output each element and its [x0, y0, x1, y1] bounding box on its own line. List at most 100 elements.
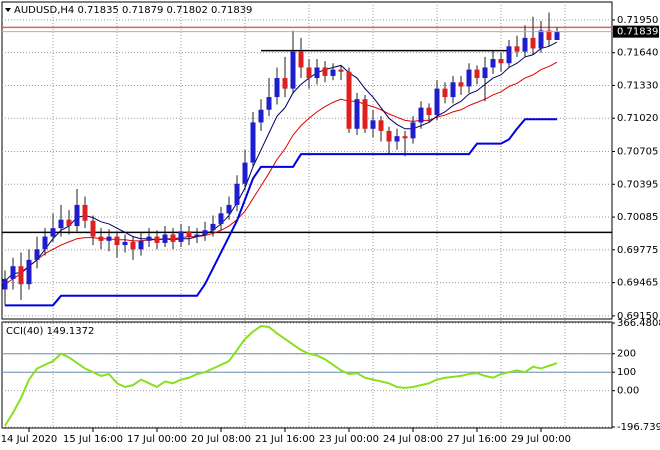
candle-body [346, 71, 352, 129]
candle-body [218, 213, 224, 224]
candle-body [426, 107, 432, 116]
candle-body [122, 241, 128, 246]
candle-body [290, 51, 296, 89]
y-tick-label: 366.4808 [617, 318, 660, 329]
x-tick-label: 24 Jul 08:00 [383, 434, 443, 445]
y-tick-label: 100 [617, 367, 636, 378]
x-tick-label: 27 Jul 16:00 [447, 434, 507, 445]
cci-line [4, 325, 558, 427]
x-tick-label: 21 Jul 16:00 [255, 434, 315, 445]
candle-body [42, 236, 48, 250]
candle-body [194, 234, 200, 237]
candle-body [50, 228, 56, 237]
symbol-marker [5, 8, 11, 12]
candle-body [298, 51, 304, 68]
candle-body [146, 236, 152, 241]
indicator-line [4, 61, 558, 285]
candle-body [330, 69, 336, 76]
candle-body [482, 67, 488, 79]
candle-body [106, 236, 112, 241]
price-label-box [613, 25, 659, 38]
y-tick-label: 0.71330 [617, 80, 658, 91]
y-tick-label: 0.70085 [617, 212, 658, 223]
candle-body [514, 46, 520, 52]
x-tick-label: 14 Jul 2020 [1, 434, 58, 445]
candle-body [442, 88, 448, 98]
indicator-line [4, 41, 558, 282]
y-tick-label: 0.70705 [617, 147, 658, 158]
candle-body [274, 78, 280, 98]
candle-body [178, 231, 184, 242]
y-tick-label: 0.71020 [617, 113, 658, 124]
candle-body [130, 241, 136, 250]
x-tick-label: 15 Jul 16:00 [63, 434, 123, 445]
candle-body [410, 122, 416, 139]
chart-title: AUDUSD,H4 0.71835 0.71879 0.71802 0.7183… [14, 5, 252, 16]
y-tick-label: 0.69150 [617, 311, 658, 322]
y-tick-label: 0.69465 [617, 278, 658, 289]
y-tick-label: 0.70395 [617, 179, 658, 190]
candle-body [258, 109, 264, 123]
indicator-line [5, 118, 557, 307]
candle-body [10, 266, 16, 279]
y-tick-label: -196.7394 [617, 422, 660, 433]
candle-body [34, 249, 40, 260]
candle-body [418, 107, 424, 123]
candle-body [490, 59, 496, 68]
candle-body [554, 31, 560, 40]
candle-body [314, 67, 320, 79]
candle-body [282, 78, 288, 89]
candle-body [242, 162, 248, 184]
indicator-title: CCI(40) 149.1372 [6, 326, 94, 337]
y-tick-label: 200 [617, 349, 636, 360]
candle-body [2, 278, 8, 290]
candle-body [530, 37, 536, 49]
candle-body [466, 69, 472, 87]
candle-body [434, 88, 440, 116]
candle-body [98, 236, 104, 241]
candle-body [386, 130, 392, 142]
candle-body [362, 99, 368, 129]
price-label: 0.71839 [617, 27, 658, 38]
candle-body [306, 67, 312, 79]
candle-body [90, 220, 96, 237]
candle-body [114, 236, 120, 246]
price-pane [1, 1, 613, 320]
y-tick-label: 0.00 [617, 386, 639, 397]
candle-body [402, 136, 408, 139]
candle-body [250, 122, 256, 163]
candle-body [58, 219, 64, 229]
candle-body [154, 236, 160, 243]
candle-body [266, 97, 272, 110]
candle-body [210, 223, 216, 231]
candle-body [66, 219, 72, 227]
candle-body [378, 120, 384, 131]
x-tick-label: 29 Jul 00:00 [511, 434, 571, 445]
x-tick-label: 17 Jul 00:00 [127, 434, 187, 445]
candle-body [354, 99, 360, 129]
candle-body [458, 82, 464, 87]
candle-body [82, 204, 88, 221]
candle-body [74, 204, 80, 227]
candle-body [322, 67, 328, 76]
y-tick-label: 0.69775 [617, 245, 658, 256]
y-tick-label: 0.71640 [617, 48, 658, 59]
candle-body [170, 234, 176, 242]
candle-body [506, 46, 512, 64]
candle-body [474, 69, 480, 79]
x-tick-label: 23 Jul 00:00 [319, 434, 379, 445]
candle-body [522, 37, 528, 52]
x-tick-label: 20 Jul 08:00 [191, 434, 251, 445]
candle-body [394, 136, 400, 142]
candle-body [26, 259, 32, 285]
candle-body [226, 204, 232, 214]
candle-body [162, 234, 168, 243]
candle-body [338, 69, 344, 72]
candle-body [186, 231, 192, 237]
candle-body [18, 266, 24, 285]
y-tick-label: 0.71950 [617, 15, 658, 26]
cci-pane [1, 321, 613, 429]
candle-body [450, 82, 456, 98]
